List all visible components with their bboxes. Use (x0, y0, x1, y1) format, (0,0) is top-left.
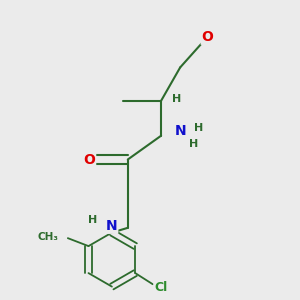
Text: O: O (201, 30, 213, 44)
Text: H: H (189, 139, 198, 148)
Text: N: N (174, 124, 186, 138)
Text: N: N (106, 219, 118, 233)
Text: H: H (194, 123, 204, 133)
Text: CH₃: CH₃ (37, 232, 58, 242)
Text: Cl: Cl (154, 281, 167, 294)
Text: H: H (172, 94, 181, 104)
Text: H: H (88, 215, 98, 225)
Text: O: O (84, 152, 96, 167)
